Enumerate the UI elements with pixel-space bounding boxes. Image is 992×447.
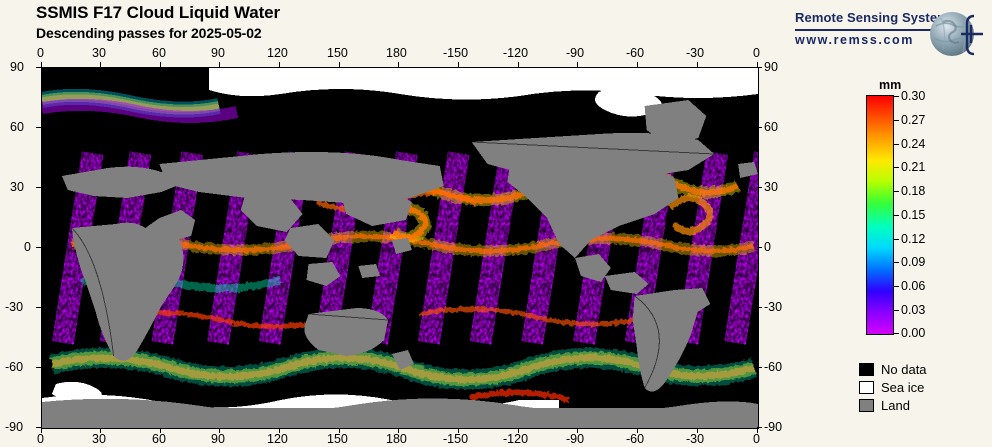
colorbar-tick-label: 0.00 xyxy=(901,326,926,340)
x-tick-label-top: -120 xyxy=(503,46,529,60)
arctic-clw xyxy=(42,88,239,123)
colorbar-tick-label: 0.12 xyxy=(901,232,926,246)
colorbar-tick-label: 0.24 xyxy=(901,137,926,151)
x-tick-label: 120 xyxy=(267,432,288,446)
legend-label-land: Land xyxy=(881,397,910,413)
y-tick-label: 90 xyxy=(10,60,24,74)
colorbar-tick-label: 0.18 xyxy=(901,184,926,198)
x-tick-label-top: 0 xyxy=(753,46,760,60)
colorbar-tick-label: 0.27 xyxy=(901,113,926,127)
cloud-liquid-water-map xyxy=(42,68,758,428)
y-tick-label: 30 xyxy=(10,180,24,194)
legend-item-land: Land xyxy=(859,396,927,414)
y-tick-label-right: 0 xyxy=(764,240,771,254)
legend-swatch-land xyxy=(859,398,874,412)
x-tick-label: 180 xyxy=(386,432,407,446)
x-tick-label-top: -60 xyxy=(626,46,645,60)
y-tick-label-right: -30 xyxy=(764,300,783,314)
colorbar-tick-label: 0.09 xyxy=(901,255,926,269)
legend-label-no-data: No data xyxy=(881,361,927,377)
x-tick-label: 150 xyxy=(327,432,348,446)
x-tick-label-top: 60 xyxy=(152,46,166,60)
legend-swatch-sea-ice xyxy=(859,380,874,394)
x-tick-label: -90 xyxy=(566,432,585,446)
map-plot-area[interactable] xyxy=(41,67,759,429)
legend-item-sea-ice: Sea ice xyxy=(859,378,927,396)
land-mask xyxy=(42,100,758,428)
y-tick-label-right: 30 xyxy=(764,180,778,194)
y-tick-label-right: 60 xyxy=(764,120,778,134)
colorbar xyxy=(866,95,894,335)
coastline xyxy=(71,141,715,389)
x-tick-label: -150 xyxy=(443,432,469,446)
x-tick-label: 90 xyxy=(211,432,225,446)
colorbar-tick-label: 0.06 xyxy=(901,279,926,293)
colorbar-unit-label: mm xyxy=(879,78,902,92)
logo-website: www.remss.com xyxy=(795,33,914,47)
legend-swatch-no-data xyxy=(859,362,874,376)
colorbar-tick-label: 0.30 xyxy=(901,89,926,103)
x-tick-label: 0 xyxy=(753,432,760,446)
page-title: SSMIS F17 Cloud Liquid Water xyxy=(36,3,281,22)
y-tick-label: 60 xyxy=(10,120,24,134)
map-legend: No data Sea ice Land xyxy=(859,360,927,414)
legend-item-no-data: No data xyxy=(859,360,927,378)
x-tick-label: 30 xyxy=(92,432,106,446)
x-tick-label-top: 180 xyxy=(386,46,407,60)
x-tick-label-top: 90 xyxy=(211,46,225,60)
page-subtitle: Descending passes for 2025-05-02 xyxy=(36,25,262,41)
x-tick-label-top: 150 xyxy=(327,46,348,60)
y-tick-label-right: -90 xyxy=(764,420,783,434)
x-tick-label: 0 xyxy=(37,432,44,446)
colorbar-tick-label: 0.03 xyxy=(901,303,926,317)
y-tick-label-right: 90 xyxy=(764,60,778,74)
y-tick-label: 0 xyxy=(24,240,31,254)
x-tick-label-top: 120 xyxy=(267,46,288,60)
colorbar-tick-label: 0.15 xyxy=(901,208,926,222)
y-tick-label: -90 xyxy=(5,420,24,434)
x-tick-label-top: -150 xyxy=(443,46,469,60)
x-tick-label: -60 xyxy=(626,432,645,446)
x-tick-label: 60 xyxy=(152,432,166,446)
colorbar-gradient xyxy=(867,96,893,334)
globe-icon xyxy=(927,8,985,65)
x-tick-label: -120 xyxy=(503,432,529,446)
colorbar-tick-label: 0.21 xyxy=(901,160,926,174)
y-tick-label: -30 xyxy=(5,300,24,314)
legend-label-sea-ice: Sea ice xyxy=(881,379,925,395)
x-tick-label-top: 0 xyxy=(37,46,44,60)
x-tick-label-top: -90 xyxy=(566,46,585,60)
x-tick-label-top: -30 xyxy=(686,46,705,60)
logo-divider xyxy=(795,29,935,31)
remss-logo: Remote Sensing Systems www.remss.com xyxy=(795,8,985,60)
y-tick-label-right: -60 xyxy=(764,360,783,374)
logo-org-name: Remote Sensing Systems xyxy=(795,10,957,25)
x-tick-label-top: 30 xyxy=(92,46,106,60)
x-tick-label: -30 xyxy=(686,432,705,446)
y-tick-label: -60 xyxy=(5,360,24,374)
